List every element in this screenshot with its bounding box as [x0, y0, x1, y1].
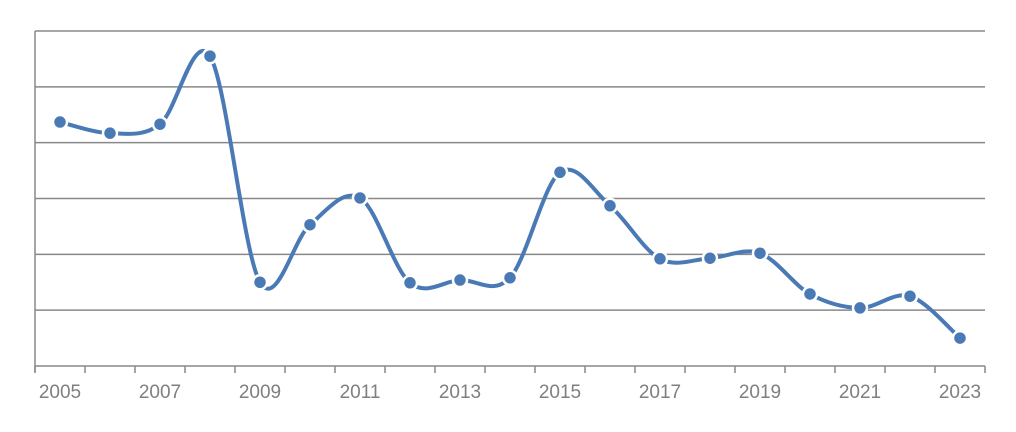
x-tick-label: 2021 [839, 382, 881, 403]
point [801, 285, 819, 303]
x-tick-label: 2017 [639, 382, 681, 403]
point [601, 197, 619, 215]
point [651, 250, 669, 268]
point [201, 47, 219, 65]
x-tick-label: 2005 [39, 382, 81, 403]
x-tick-label: 2009 [239, 382, 281, 403]
x-tick-label: 2015 [539, 382, 581, 403]
point [901, 287, 919, 305]
x-tick-label: 2013 [439, 382, 481, 403]
point [401, 274, 419, 292]
x-tick-label: 2019 [739, 382, 781, 403]
point [501, 269, 519, 287]
x-tick-label: 2011 [340, 382, 381, 403]
point [301, 216, 319, 233]
x-tick-label: 2023 [939, 382, 981, 403]
point [851, 299, 869, 317]
point [151, 115, 169, 133]
point [751, 244, 769, 262]
point [451, 271, 469, 289]
point [101, 124, 119, 142]
point [951, 329, 969, 347]
x-tick-label: 2007 [139, 382, 181, 403]
point [701, 249, 719, 267]
point [551, 164, 569, 181]
point [51, 113, 69, 131]
series-line [59, 49, 962, 340]
point [351, 189, 369, 207]
point [251, 274, 269, 291]
